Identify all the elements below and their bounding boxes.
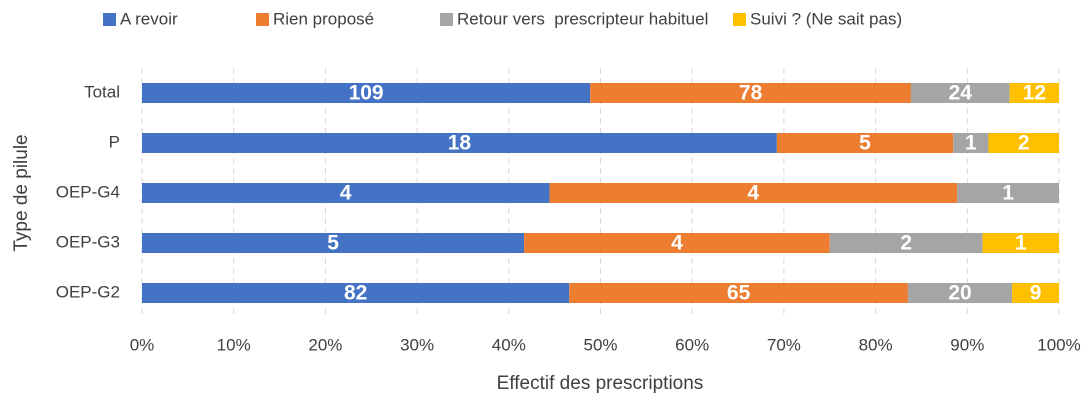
x-tick-label: 0%	[130, 335, 155, 354]
legend-label: Retour vers prescripteur habituel	[457, 9, 708, 28]
legend-label: A revoir	[120, 9, 178, 28]
x-tick-label: 80%	[859, 335, 893, 354]
bar-segment	[1009, 83, 1059, 103]
data-label: 78	[739, 82, 763, 105]
bar-segment	[907, 283, 1013, 303]
x-tick-label: 50%	[583, 335, 617, 354]
legend-swatch	[256, 13, 269, 26]
data-label: 5	[859, 132, 871, 155]
data-label: 1	[1015, 232, 1027, 255]
data-label: 5	[327, 232, 339, 255]
data-label: 24	[949, 82, 973, 105]
x-tick-label: 90%	[950, 335, 984, 354]
data-label: 4	[340, 182, 352, 205]
bar-segment	[142, 233, 525, 253]
bar-segment	[957, 183, 1059, 203]
data-label: 82	[344, 282, 367, 305]
bar-segment	[142, 133, 777, 153]
bar-segment	[569, 283, 908, 303]
legend-label: Suivi ? (Ne sait pas)	[750, 9, 902, 28]
bar-segment	[142, 83, 591, 103]
x-tick-label: 100%	[1037, 335, 1080, 354]
y-tick-label: P	[109, 132, 120, 151]
y-tick-label: OEP-G3	[56, 232, 120, 251]
data-label: 65	[727, 282, 751, 305]
x-tick-label: 10%	[217, 335, 251, 354]
x-tick-label: 30%	[400, 335, 434, 354]
data-label: 1	[965, 132, 977, 155]
bar-segment	[142, 183, 550, 203]
bar-segment	[988, 133, 1059, 153]
data-label: 2	[900, 232, 912, 255]
y-tick-label: OEP-G4	[56, 182, 120, 201]
data-label: 1	[1002, 182, 1014, 205]
data-label: 12	[1023, 82, 1046, 105]
x-tick-label: 40%	[492, 335, 526, 354]
bar-segment	[142, 283, 570, 303]
bar-segment	[549, 183, 958, 203]
x-axis-title: Effectif des prescriptions	[497, 373, 704, 394]
bar-segment	[590, 83, 911, 103]
legend-swatch	[103, 13, 116, 26]
data-label: 109	[349, 82, 384, 105]
legend-swatch	[440, 13, 453, 26]
bar-segment	[1012, 283, 1059, 303]
y-tick-label: Total	[84, 82, 120, 101]
y-axis-title: Type de pilule	[11, 134, 32, 251]
legend-swatch	[733, 13, 746, 26]
data-label: 2	[1018, 132, 1030, 155]
y-tick-label: OEP-G2	[56, 282, 120, 301]
bar-segment	[524, 233, 830, 253]
data-label: 18	[448, 132, 472, 155]
data-label: 9	[1030, 282, 1042, 305]
legend-label: Rien proposé	[273, 9, 374, 28]
data-label: 4	[747, 182, 759, 205]
bar-segment	[953, 133, 989, 153]
x-tick-label: 70%	[767, 335, 801, 354]
bar-segment	[776, 133, 954, 153]
bar-segment	[910, 83, 1010, 103]
x-tick-label: 20%	[308, 335, 342, 354]
bar-segment	[982, 233, 1059, 253]
bar-segment	[829, 233, 983, 253]
x-tick-label: 60%	[675, 335, 709, 354]
data-label: 20	[948, 282, 971, 305]
data-label: 4	[671, 232, 683, 255]
